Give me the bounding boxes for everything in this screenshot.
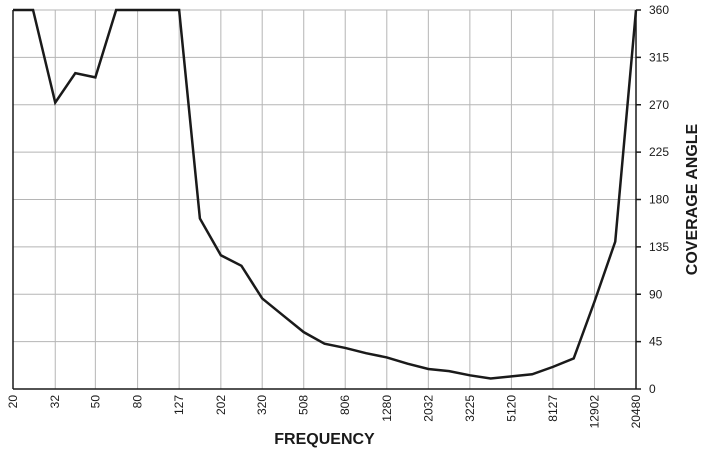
series-layer [13, 8, 638, 380]
x-tick-label: 8127 [546, 395, 560, 422]
x-tick-label: 12902 [587, 395, 601, 429]
y-tick-label: 315 [649, 50, 669, 64]
y-tick-labels: 0 45 90 135 180 225 270 315 360 [649, 3, 669, 396]
grid-layer [12, 9, 637, 390]
y-tick-label: 135 [649, 240, 669, 254]
x-tick-label: 202 [214, 395, 228, 415]
x-tick-label: 127 [172, 395, 186, 415]
x-tick-labels: 20 32 50 80 127 202 320 508 806 1280 2032 3225 5120 8… [6, 395, 643, 429]
coverage-line [13, 8, 638, 380]
x-tick-label: 5120 [504, 395, 518, 422]
y-tick-label: 360 [649, 3, 669, 17]
y-tick-label: 0 [649, 382, 656, 396]
plot-frame [12, 9, 641, 390]
x-tick-label: 320 [255, 395, 269, 415]
x-tick-label: 806 [338, 395, 352, 415]
y-tick-label: 45 [649, 335, 663, 349]
x-tick-label: 20480 [629, 395, 643, 429]
x-tick-label: 50 [88, 395, 102, 409]
y-tick-label: 270 [649, 98, 669, 112]
x-tick-label: 3225 [463, 395, 477, 422]
y-tick-label: 180 [649, 193, 669, 207]
y-axis-title: COVERAGE ANGLE [684, 123, 701, 275]
x-tick-label: 2032 [421, 395, 435, 422]
x-tick-label: 80 [131, 395, 145, 409]
y-tick-label: 225 [649, 145, 669, 159]
x-tick-label: 20 [6, 395, 20, 409]
x-tick-label: 32 [48, 395, 62, 409]
x-tick-label: 1280 [380, 395, 394, 422]
y-tick-label: 90 [649, 287, 663, 301]
x-tick-label: 508 [297, 395, 311, 415]
x-axis-title: FREQUENCY [274, 431, 375, 448]
